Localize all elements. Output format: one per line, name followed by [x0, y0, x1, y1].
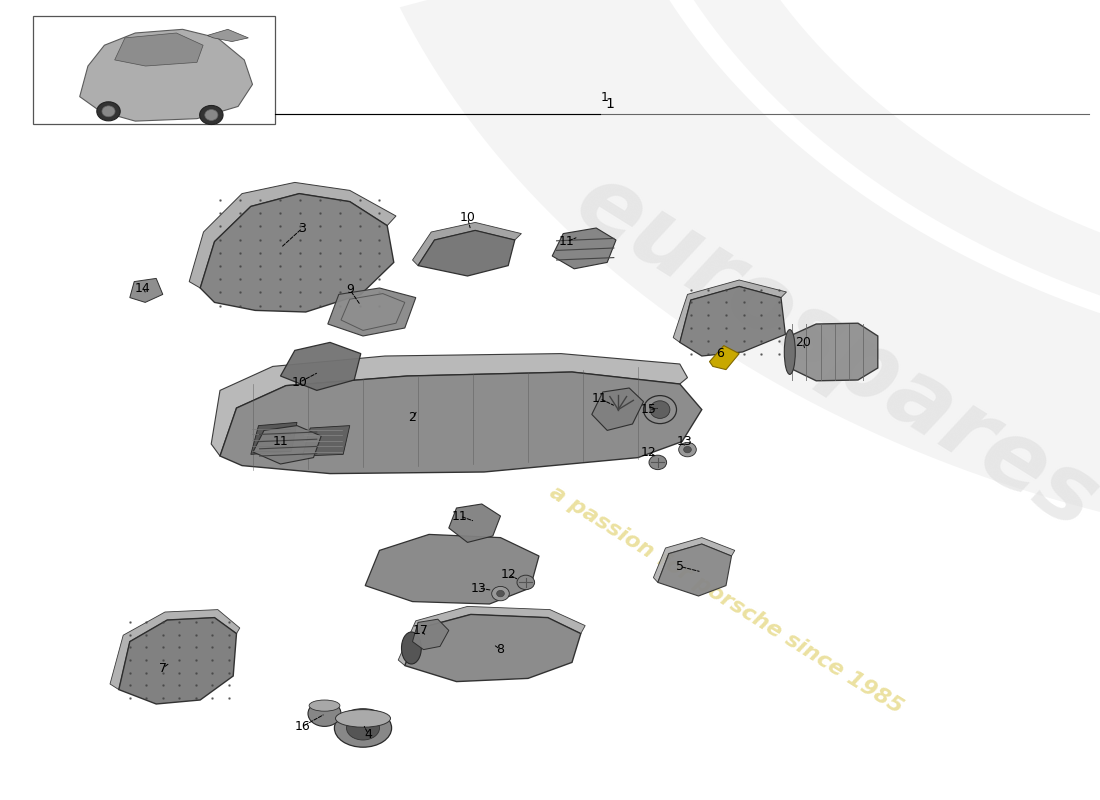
Text: a passion for porsche since 1985: a passion for porsche since 1985	[546, 482, 906, 718]
Polygon shape	[280, 342, 361, 390]
Text: 11: 11	[592, 392, 607, 405]
Polygon shape	[405, 614, 581, 682]
Text: 17: 17	[412, 624, 428, 637]
Polygon shape	[790, 323, 878, 381]
Polygon shape	[412, 619, 449, 650]
Polygon shape	[412, 222, 521, 266]
Ellipse shape	[496, 590, 504, 597]
Text: 3: 3	[298, 222, 307, 234]
Text: 9: 9	[345, 283, 354, 296]
Polygon shape	[365, 534, 539, 604]
Polygon shape	[220, 372, 702, 474]
Polygon shape	[418, 230, 515, 276]
Text: 13: 13	[471, 582, 486, 594]
Polygon shape	[635, 0, 1100, 360]
Text: 5: 5	[675, 560, 684, 573]
Polygon shape	[658, 544, 732, 596]
Text: 6: 6	[716, 347, 725, 360]
Text: 12: 12	[641, 446, 657, 458]
Text: 11: 11	[273, 435, 288, 448]
Polygon shape	[710, 346, 739, 370]
Ellipse shape	[308, 701, 341, 726]
Polygon shape	[119, 618, 236, 704]
Polygon shape	[79, 30, 253, 121]
Bar	[33, 16, 275, 124]
Polygon shape	[680, 286, 785, 356]
Polygon shape	[251, 422, 297, 454]
Ellipse shape	[334, 709, 392, 747]
Polygon shape	[130, 278, 163, 302]
Text: 16: 16	[295, 720, 310, 733]
Polygon shape	[302, 426, 350, 456]
Ellipse shape	[205, 110, 218, 121]
Text: 1: 1	[601, 91, 609, 104]
Polygon shape	[449, 504, 500, 542]
Polygon shape	[398, 606, 585, 666]
Ellipse shape	[309, 700, 340, 711]
Text: 12: 12	[500, 568, 516, 581]
Text: 11: 11	[452, 510, 468, 522]
Polygon shape	[328, 288, 416, 336]
Ellipse shape	[683, 446, 692, 453]
Polygon shape	[211, 354, 688, 456]
Text: 1: 1	[605, 97, 614, 111]
Text: 11: 11	[559, 235, 574, 248]
Polygon shape	[110, 610, 240, 690]
Text: 15: 15	[641, 403, 657, 416]
Polygon shape	[552, 228, 616, 269]
Ellipse shape	[346, 716, 380, 740]
Ellipse shape	[492, 586, 509, 601]
Ellipse shape	[649, 455, 667, 470]
Text: 7: 7	[158, 662, 167, 674]
Polygon shape	[114, 33, 204, 66]
Ellipse shape	[784, 330, 795, 374]
Polygon shape	[189, 182, 396, 288]
Ellipse shape	[200, 106, 223, 125]
Polygon shape	[592, 388, 644, 430]
Ellipse shape	[102, 106, 116, 117]
Text: 10: 10	[292, 376, 307, 389]
Text: eurospares: eurospares	[559, 154, 1100, 550]
Ellipse shape	[97, 102, 120, 121]
Text: 8: 8	[496, 643, 505, 656]
Text: 20: 20	[795, 336, 811, 349]
Text: 14: 14	[135, 282, 151, 294]
Polygon shape	[399, 0, 1100, 560]
Ellipse shape	[679, 442, 696, 457]
Text: 10: 10	[460, 211, 475, 224]
Polygon shape	[673, 280, 786, 342]
Ellipse shape	[517, 575, 535, 590]
Text: 13: 13	[676, 435, 692, 448]
Ellipse shape	[650, 401, 670, 418]
Polygon shape	[207, 30, 249, 42]
Text: 4: 4	[364, 728, 373, 741]
Ellipse shape	[402, 632, 421, 664]
Text: 2: 2	[408, 411, 417, 424]
Polygon shape	[653, 538, 735, 582]
Ellipse shape	[336, 710, 390, 727]
Ellipse shape	[644, 396, 676, 424]
Polygon shape	[253, 426, 321, 464]
Polygon shape	[200, 194, 394, 312]
